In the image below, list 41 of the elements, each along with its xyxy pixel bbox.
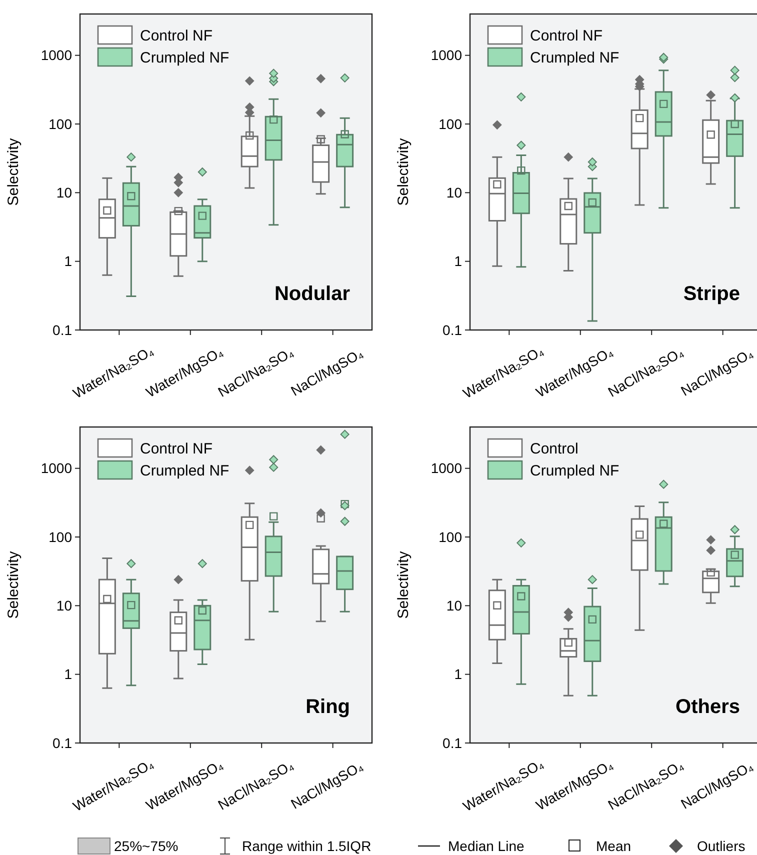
text: Median Line (448, 838, 524, 854)
y-tick-label: 1 (454, 666, 462, 682)
y-axis-title: Selectivity (5, 550, 22, 619)
text: Range within 1.5IQR (242, 838, 372, 854)
y-tick-label: 1000 (40, 47, 72, 64)
legend-label: Control NF (140, 27, 213, 44)
text: Outliers (697, 838, 746, 854)
y-tick-label: 0.1 (442, 734, 462, 751)
annotation: Stripe (683, 283, 740, 305)
y-tick-label: 0.1 (52, 322, 72, 338)
y-tick-label: 1 (454, 253, 462, 270)
y-tick-label: 10 (56, 598, 72, 614)
y-tick-label: 0.1 (442, 322, 462, 338)
legend-label: Control NF (530, 27, 603, 44)
y-tick-label: 100 (438, 528, 462, 545)
text: 25%~75% (114, 838, 178, 854)
annotation: Others (676, 696, 740, 718)
y-tick-label: 100 (48, 116, 72, 132)
y-tick-label: 10 (56, 184, 72, 201)
y-tick-label: 100 (438, 116, 462, 132)
y-tick-label: 1000 (430, 47, 462, 64)
legend-label: Crumpled NF (530, 49, 620, 66)
legend-label: Crumpled NF (140, 462, 230, 480)
legend-label: Crumpled NF (140, 49, 230, 66)
text: Mean (596, 838, 632, 854)
legend-label: Control (530, 440, 578, 458)
y-tick-label: 10 (446, 598, 462, 614)
y-tick-label: 1 (64, 253, 72, 270)
annotation: Ring (306, 696, 350, 718)
legend-label: Control NF (140, 440, 213, 458)
y-tick-label: 1000 (430, 460, 462, 476)
y-tick-label: 10 (446, 184, 462, 201)
y-tick-label: 1 (64, 666, 72, 682)
y-axis-title: Selectivity (5, 138, 22, 206)
y-tick-label: 0.1 (52, 734, 72, 751)
annotation: Nodular (274, 283, 350, 305)
legend-label: Crumpled NF (530, 462, 620, 480)
y-axis-title: Selectivity (395, 550, 412, 619)
y-axis-title: Selectivity (395, 138, 412, 206)
y-tick-label: 100 (48, 528, 72, 545)
y-tick-label: 1000 (40, 460, 72, 476)
